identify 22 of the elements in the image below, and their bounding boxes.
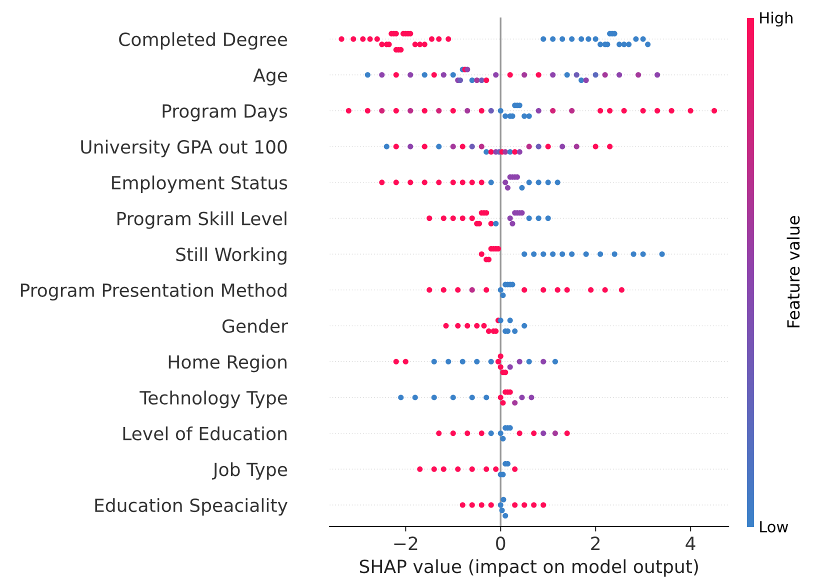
x-tick-label: 2	[591, 536, 600, 550]
y-tick-label: Program Presentation Method	[21, 283, 286, 301]
x-tick-label: −2	[394, 536, 418, 550]
y-tick-label: Home Region	[168, 354, 286, 372]
y-tick-label: Education Speaciality	[95, 498, 288, 516]
y-tick-label: Still Working	[176, 247, 286, 265]
y-tick-label: Employment Status	[112, 176, 288, 194]
y-tick-label: University GPA out 100	[81, 140, 287, 158]
y-tick-label: Age	[253, 68, 288, 86]
y-tick-label: Technology Type	[140, 390, 288, 408]
y-tick-label: Program Days	[162, 104, 288, 122]
x-tick-label: 0	[496, 536, 506, 550]
color-bar-label: High	[760, 12, 792, 27]
color-bar-label: Low	[760, 521, 788, 533]
y-tick-label: Gender	[222, 318, 288, 333]
y-tick-label: Job Type	[212, 462, 288, 480]
x-tick-label: 4	[686, 536, 696, 550]
y-tick-label: Program Skill Level	[117, 211, 286, 229]
x-axis-title: SHAP value (impact on model output)	[360, 559, 698, 577]
y-tick-label: Level of Education	[123, 426, 286, 440]
y-tick-label: Completed Degree	[119, 32, 288, 50]
color-bar-title: Feature value	[786, 216, 800, 328]
